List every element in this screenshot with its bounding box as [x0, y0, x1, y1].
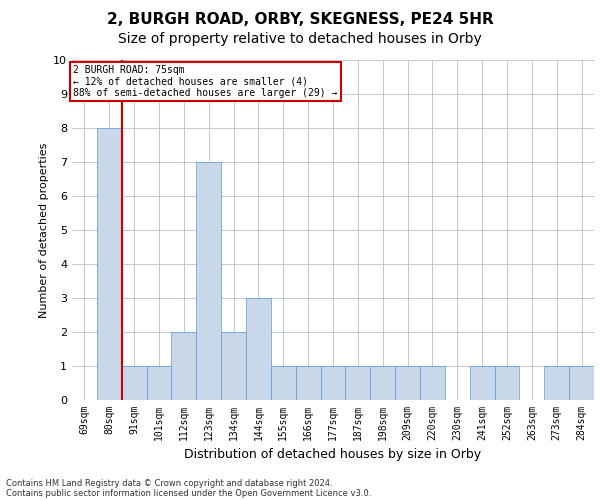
Bar: [346, 366, 370, 400]
Bar: [196, 162, 221, 400]
Bar: [271, 366, 296, 400]
Bar: [97, 128, 122, 400]
Bar: [221, 332, 246, 400]
Bar: [146, 366, 172, 400]
Bar: [494, 366, 520, 400]
Y-axis label: Number of detached properties: Number of detached properties: [39, 142, 49, 318]
Bar: [296, 366, 320, 400]
Bar: [470, 366, 494, 400]
X-axis label: Distribution of detached houses by size in Orby: Distribution of detached houses by size …: [184, 448, 482, 462]
Text: Contains public sector information licensed under the Open Government Licence v3: Contains public sector information licen…: [6, 488, 371, 498]
Bar: [544, 366, 569, 400]
Bar: [569, 366, 594, 400]
Bar: [420, 366, 445, 400]
Text: 2, BURGH ROAD, ORBY, SKEGNESS, PE24 5HR: 2, BURGH ROAD, ORBY, SKEGNESS, PE24 5HR: [107, 12, 493, 28]
Bar: [370, 366, 395, 400]
Text: Size of property relative to detached houses in Orby: Size of property relative to detached ho…: [118, 32, 482, 46]
Text: 2 BURGH ROAD: 75sqm
← 12% of detached houses are smaller (4)
88% of semi-detache: 2 BURGH ROAD: 75sqm ← 12% of detached ho…: [73, 65, 338, 98]
Bar: [246, 298, 271, 400]
Text: Contains HM Land Registry data © Crown copyright and database right 2024.: Contains HM Land Registry data © Crown c…: [6, 478, 332, 488]
Bar: [172, 332, 196, 400]
Bar: [122, 366, 146, 400]
Bar: [395, 366, 420, 400]
Bar: [320, 366, 346, 400]
